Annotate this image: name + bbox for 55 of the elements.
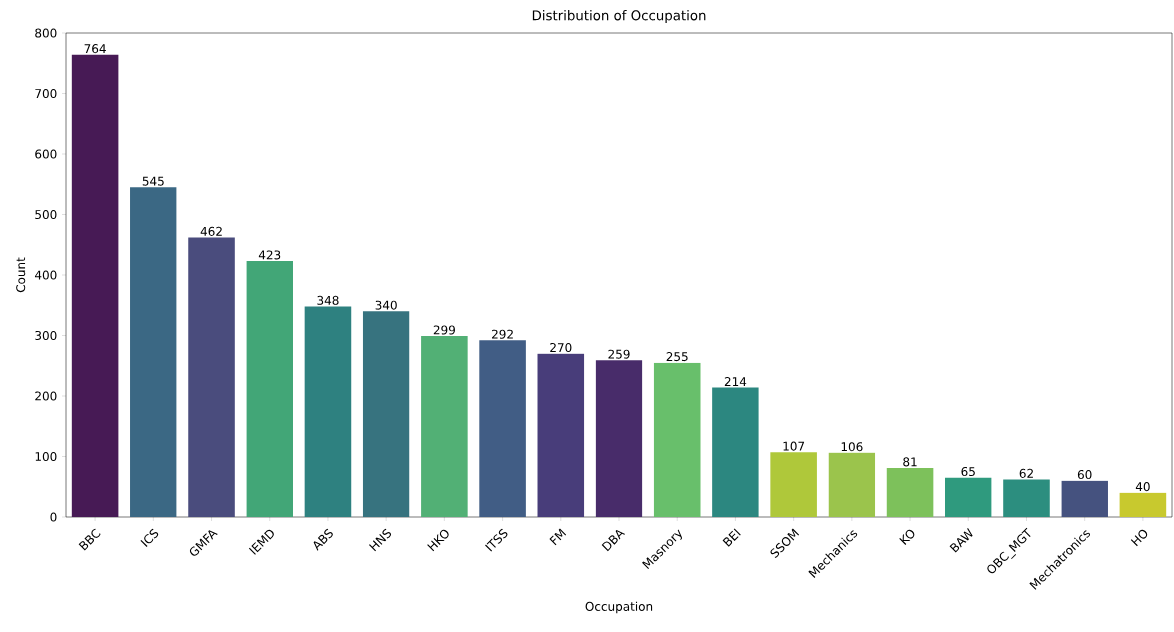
y-tick-label: 300 — [35, 330, 57, 341]
y-tick-label: 500 — [35, 209, 57, 220]
bar — [537, 353, 585, 517]
bar — [362, 311, 410, 517]
data-label: 65 — [961, 467, 975, 477]
bar — [1119, 492, 1167, 517]
bar — [653, 362, 701, 517]
x-tick-label: ICS — [140, 528, 159, 547]
y-tick-label: 700 — [35, 88, 57, 99]
data-label: 545 — [142, 176, 164, 186]
data-label: 299 — [433, 325, 455, 335]
chart-title: Distribution of Occupation — [532, 10, 706, 23]
data-label: 40 — [1135, 482, 1150, 492]
x-axis-title: Occupation — [585, 601, 653, 614]
data-label: 259 — [608, 349, 630, 359]
data-label: 348 — [317, 295, 339, 305]
bar — [479, 340, 526, 517]
bar — [1003, 479, 1050, 517]
y-tick-label: 600 — [35, 149, 57, 159]
data-label: 62 — [1019, 468, 1033, 478]
bar — [712, 387, 759, 517]
y-tick-label: 0 — [50, 512, 57, 522]
data-label: 292 — [492, 329, 513, 339]
x-tick-label: BEI — [722, 528, 741, 547]
y-tick-label: 200 — [35, 391, 57, 401]
data-label: 764 — [84, 44, 106, 54]
y-tick-label: 800 — [35, 28, 57, 38]
bar — [188, 237, 235, 517]
x-tick-label: FM — [549, 528, 567, 546]
x-tick-label: HO — [1130, 529, 1148, 547]
data-label: 462 — [200, 226, 222, 236]
bar — [304, 306, 352, 517]
y-axis-title: Count — [16, 257, 26, 293]
bar — [130, 187, 177, 517]
data-label: 255 — [666, 352, 688, 362]
bar — [828, 452, 876, 517]
bar — [770, 452, 817, 517]
data-label: 81 — [903, 457, 917, 467]
data-label: 106 — [841, 442, 863, 452]
data-label: 270 — [550, 342, 572, 353]
data-label: 107 — [783, 441, 805, 451]
y-tick-label: 100 — [35, 451, 57, 462]
data-label: 423 — [258, 250, 281, 260]
bar — [421, 336, 468, 517]
data-label: 214 — [724, 377, 747, 386]
x-tick-label: KO — [899, 529, 915, 545]
bar — [71, 54, 119, 517]
bar — [886, 468, 934, 517]
bar — [246, 261, 294, 517]
bar — [944, 477, 992, 517]
bar — [595, 360, 643, 517]
y-tick-label: 400 — [34, 270, 57, 280]
data-label: 60 — [1077, 470, 1092, 480]
data-label: 340 — [375, 300, 397, 310]
bar — [1061, 480, 1108, 517]
